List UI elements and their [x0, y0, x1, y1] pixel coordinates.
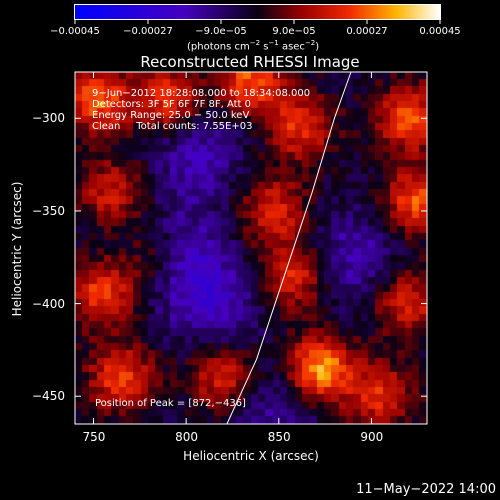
annotation-total-counts: Clean Total counts: 7.55E+03 — [92, 121, 253, 132]
x-tick-label: 900 — [360, 430, 384, 444]
y-tick-label: −400 — [32, 296, 65, 311]
x-axis-label: Heliocentric X (arcsec) — [183, 449, 319, 463]
y-tick-label: −300 — [32, 111, 65, 126]
x-tick-label: 850 — [267, 430, 291, 444]
y-tick-label: −350 — [32, 203, 65, 218]
annotation-time-range: 9−Jun−2012 18:28:08.000 to 18:34:08.000 — [92, 88, 311, 99]
colorbar-tick-label: 0.00027 — [346, 26, 388, 37]
annotation-energy-range: Energy Range: 25.0 − 50.0 keV — [92, 110, 250, 121]
annotation-detectors: Detectors: 3F 5F 6F 7F 8F, Att 0 — [92, 99, 252, 110]
colorbar-tick-label: −0.00045 — [50, 26, 100, 37]
y-axis-label: Heliocentric Y (arcsec) — [10, 181, 24, 317]
colorbar — [74, 4, 441, 20]
colorbar-unit-label: (photons cm−2 s−1 asec−2) — [187, 39, 320, 53]
x-tick-label: 800 — [175, 430, 199, 444]
colorbar-tick-label: 9.0e−05 — [272, 26, 316, 37]
heatmap-image — [75, 72, 427, 424]
timestamp: 11−May−2022 14:00 — [356, 482, 496, 497]
colorbar-tick-label: −9.0e−05 — [195, 26, 247, 37]
plot-frame — [74, 71, 428, 425]
chart-title: Reconstructed RHESSI Image — [140, 53, 360, 71]
peak-position-label: Position of Peak = [872,−436] — [95, 398, 246, 409]
colorbar-tick-label: −0.00027 — [123, 26, 173, 37]
y-tick-label: −450 — [32, 389, 65, 404]
x-tick-label: 750 — [82, 430, 106, 444]
solar-limb-line — [226, 71, 352, 425]
colorbar-tick-label: 0.00045 — [419, 26, 461, 37]
